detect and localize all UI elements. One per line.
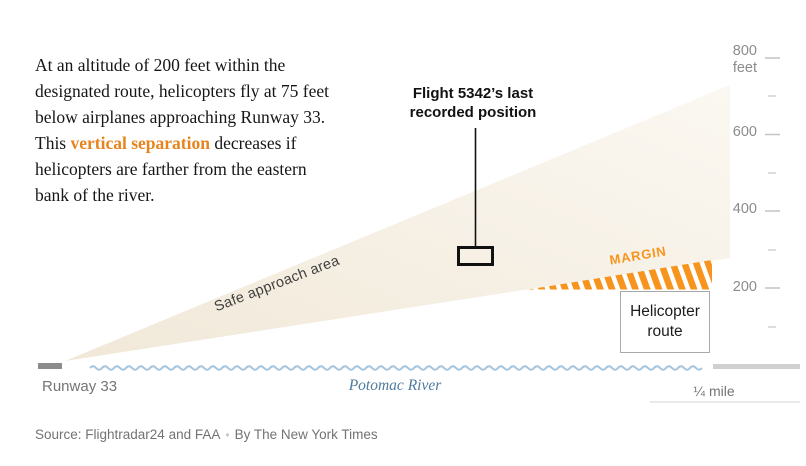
safe-approach-area-shape — [65, 85, 730, 361]
helicopter-route-box: Helicopter route — [620, 291, 710, 353]
land-bar — [713, 364, 800, 369]
flight-position-marker — [457, 246, 494, 266]
yaxis-major-ticks — [765, 57, 780, 289]
byline-text: By The New York Times — [234, 427, 378, 442]
intro-text-before: At an altitude of 200 feet within the de… — [35, 54, 329, 153]
yaxis-unit-label: feet — [732, 60, 757, 76]
scale-bar-label: ¼ mile — [693, 383, 735, 399]
intro-paragraph: At an altitude of 200 feet within the de… — [35, 52, 339, 208]
margin-hatched-shape — [528, 260, 712, 290]
river-wave — [89, 365, 703, 371]
intro-text-after: decreases if helicopters are farther fro… — [35, 132, 307, 205]
separator-dot-icon: • — [225, 428, 230, 442]
yaxis-label-200: 200 — [732, 279, 757, 295]
yaxis-label-600: 600 — [732, 124, 757, 140]
yaxis-label-800: 800 — [732, 43, 757, 59]
intro-highlight: vertical separation — [70, 132, 210, 153]
helicopter-route-label: Helicopter route — [630, 303, 700, 340]
yaxis-minor-ticks — [768, 95, 776, 328]
yaxis-label-400: 400 — [732, 201, 757, 217]
river-label: Potomac River — [348, 377, 442, 394]
runway-label: Runway 33 — [42, 378, 118, 395]
source-text: Source: Flightradar24 and FAA — [35, 427, 221, 442]
flight-annotation-label: Flight 5342’s last recorded position — [409, 85, 537, 121]
source-byline: Source: Flightradar24 and FAA • By The New… — [35, 427, 378, 442]
runway-bar — [38, 363, 62, 369]
